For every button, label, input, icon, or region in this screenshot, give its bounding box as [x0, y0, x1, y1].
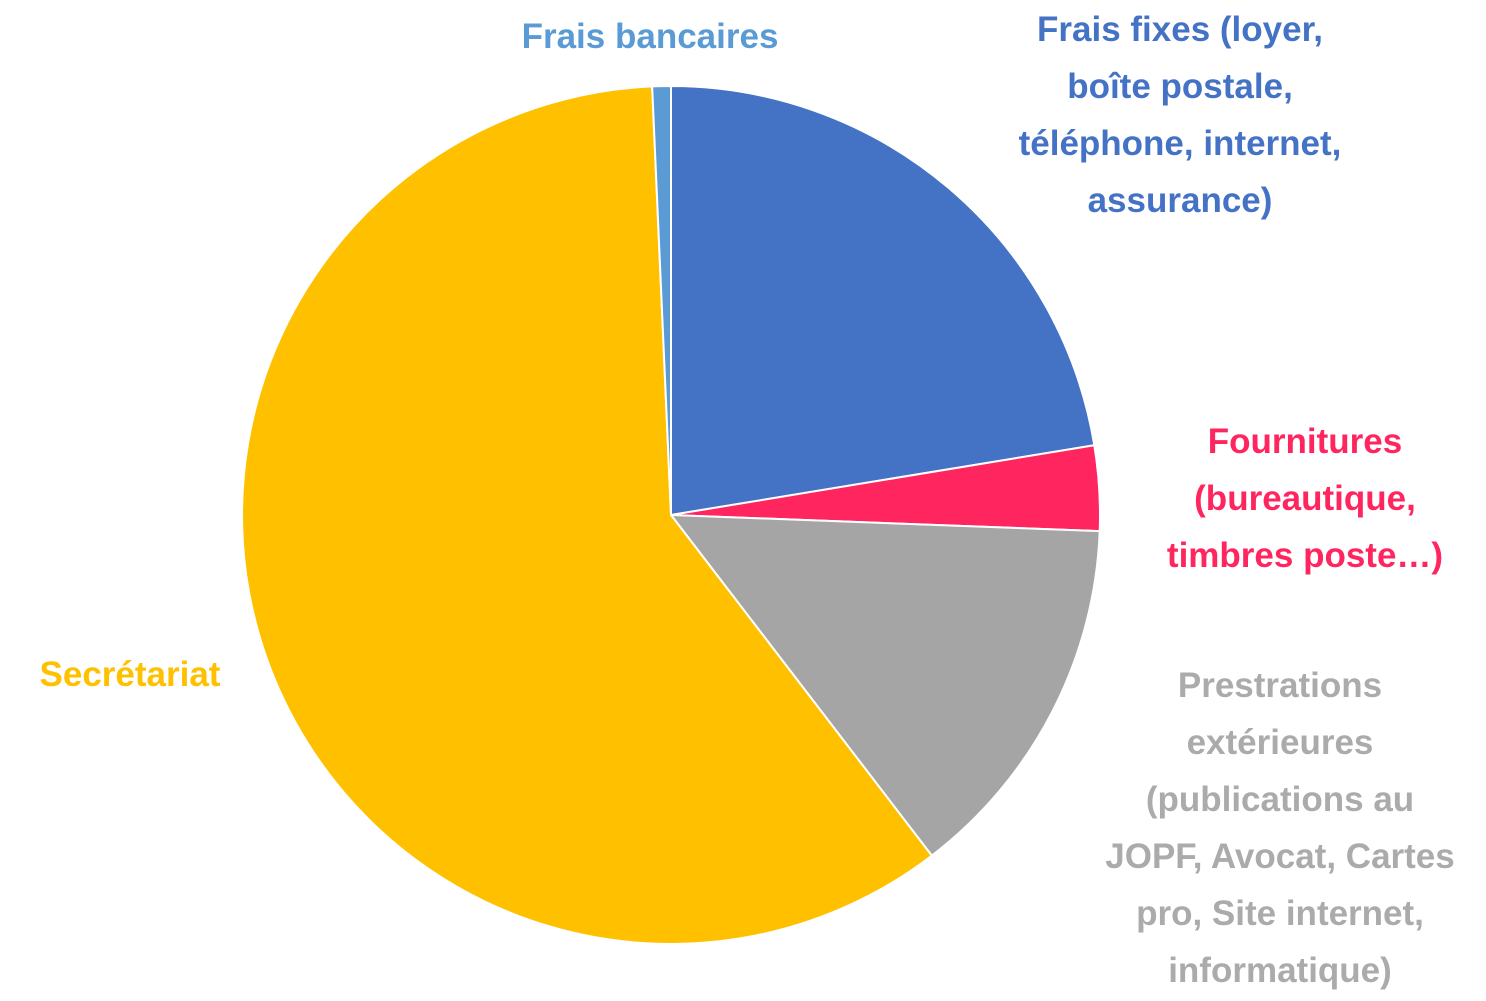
- slice-frais-bancaires: [651, 84, 672, 516]
- label-secretariat: Secrétariat: [0, 646, 260, 703]
- label-line: Fournitures: [1207, 422, 1403, 461]
- label-frais-bancaires: Frais bancaires: [470, 8, 830, 65]
- label-prestations-exterieures: Prestrations extérieures (publications au J…: [1055, 657, 1486, 999]
- label-line: assurance): [1087, 181, 1273, 220]
- label-line: informatique): [1168, 951, 1392, 990]
- pie-slices: [241, 84, 1102, 945]
- label-line: Frais bancaires: [521, 17, 779, 56]
- label-line: téléphone, internet,: [1018, 124, 1342, 163]
- slice-secretariat: [241, 85, 933, 945]
- slice-prestations-exterieures: [670, 514, 1101, 857]
- label-fournitures: Fournitures (bureautique, timbres poste…): [1130, 413, 1480, 584]
- label-line: Secrétariat: [39, 655, 221, 694]
- slice-frais-fixes: [670, 85, 1096, 516]
- label-line: pro, Site internet,: [1136, 894, 1424, 933]
- label-line: timbres poste…): [1166, 536, 1444, 575]
- label-line: boîte postale,: [1067, 67, 1293, 106]
- label-line: Frais fixes (loyer,: [1037, 10, 1323, 49]
- label-line: (bureautique,: [1194, 479, 1416, 518]
- label-line: extérieures: [1186, 723, 1374, 762]
- label-line: (publications au: [1145, 780, 1415, 819]
- label-line: Prestrations: [1177, 666, 1383, 705]
- label-line: JOPF, Avocat, Cartes: [1105, 837, 1455, 876]
- label-frais-fixes: Frais fixes (loyer, boîte postale, télépho…: [955, 1, 1405, 229]
